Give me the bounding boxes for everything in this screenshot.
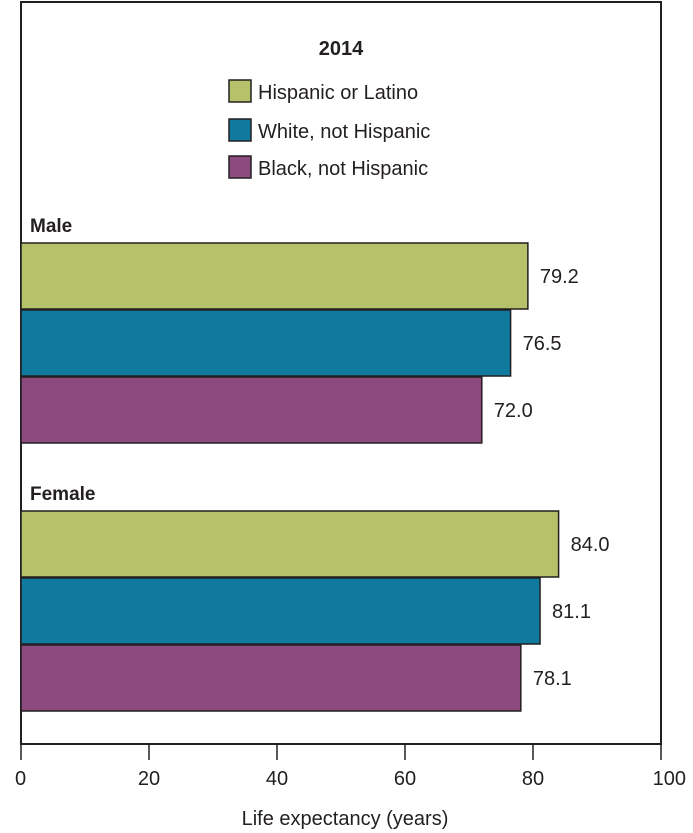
legend-label-3: Black, not Hispanic: [258, 158, 428, 180]
x-tick-label-20: 20: [138, 768, 160, 790]
x-tick-label-80: 80: [522, 768, 544, 790]
bar-female-3: [20, 644, 522, 712]
bar-male-3: [20, 376, 483, 444]
bar-male-2: [20, 309, 512, 377]
data-label-male-2: 76.5: [523, 333, 562, 355]
data-label-male-1: 79.2: [540, 266, 579, 288]
bar-male-1: [20, 242, 529, 310]
data-label-male-3: 72.0: [494, 400, 533, 422]
x-tick-label-60: 60: [394, 768, 416, 790]
x-tick-label-40: 40: [266, 768, 288, 790]
legend-swatch-2: [228, 118, 252, 142]
legend-swatch-3: [228, 155, 252, 179]
data-label-female-3: 78.1: [533, 668, 572, 690]
legend-swatch-1: [228, 79, 252, 103]
legend-label-2: White, not Hispanic: [258, 121, 430, 143]
bars: Male 79.2 76.5 72.0 Female 84.0 81.1 78.1: [20, 216, 610, 712]
group-label-male: Male: [30, 216, 72, 237]
legend-label-1: Hispanic or Latino: [258, 82, 418, 104]
bar-female-1: [20, 510, 560, 578]
legend-title: 2014: [319, 38, 364, 60]
group-label-female: Female: [30, 484, 95, 505]
x-axis-label: Life expectancy (years): [242, 808, 449, 830]
x-axis: 0 20 40 60 80 100: [15, 744, 686, 790]
bar-female-2: [20, 577, 541, 645]
x-tick-label-100: 100: [653, 768, 686, 790]
legend: 2014 Hispanic or Latino White, not Hispan…: [228, 38, 430, 180]
data-label-female-1: 84.0: [571, 534, 610, 556]
data-label-female-2: 81.1: [552, 601, 591, 623]
x-tick-label-0: 0: [15, 768, 26, 790]
